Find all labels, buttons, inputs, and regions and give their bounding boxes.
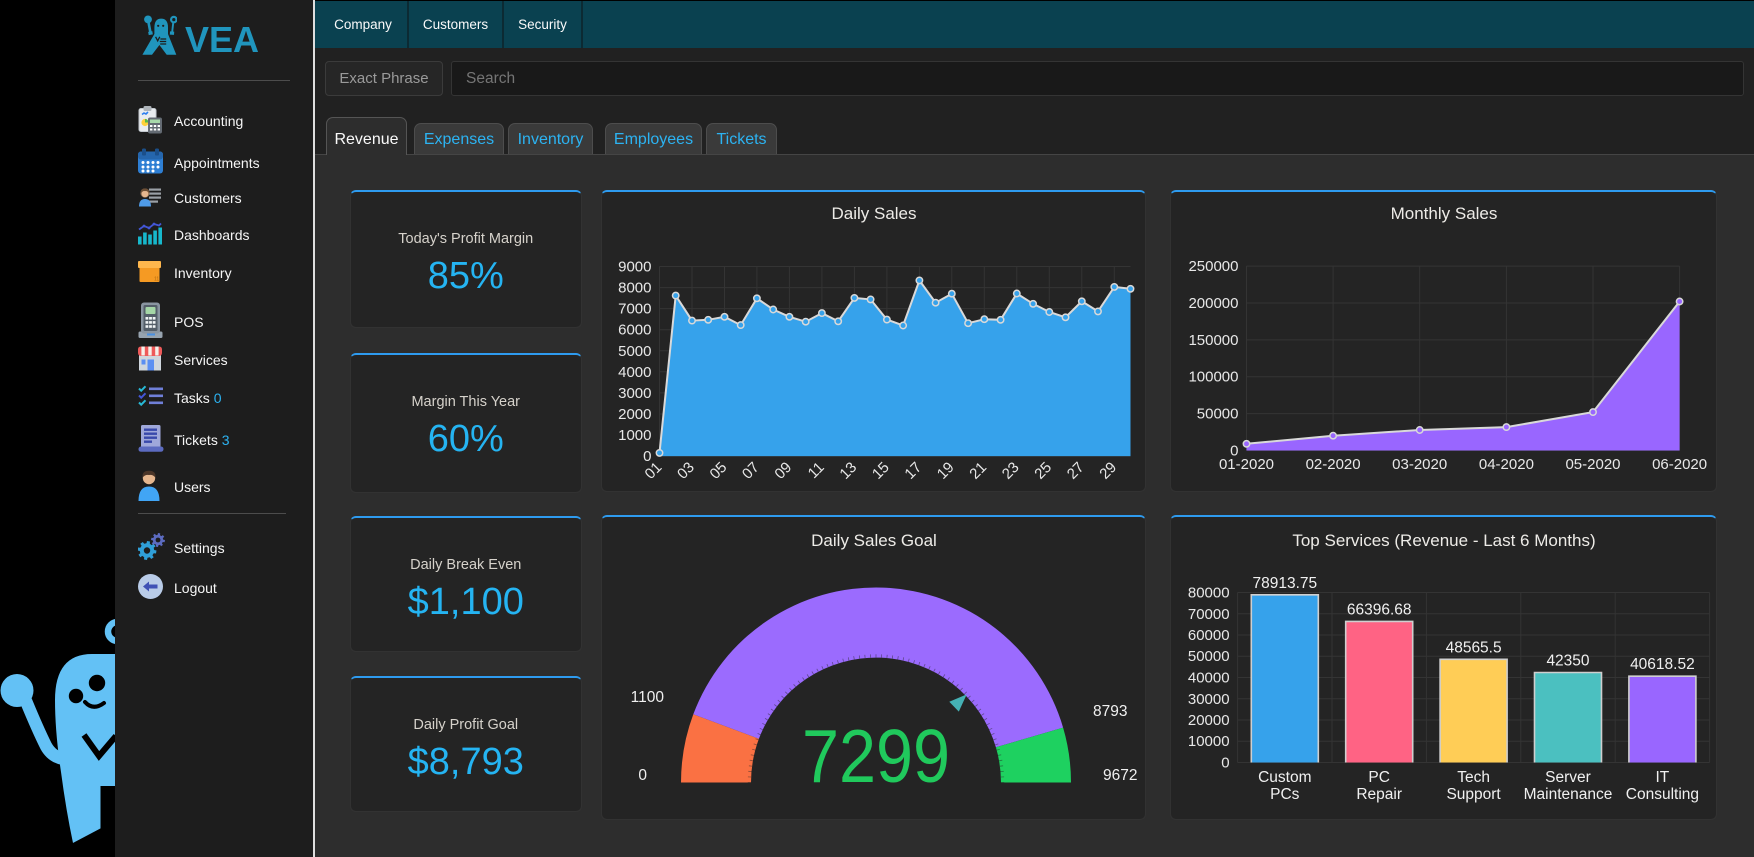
svg-text:Daily Sales Goal: Daily Sales Goal (811, 531, 937, 550)
svg-text:23: 23 (999, 459, 1023, 483)
svg-text:50000: 50000 (1197, 406, 1239, 423)
svg-text:Server: Server (1545, 769, 1591, 786)
svg-text:60000: 60000 (1188, 627, 1230, 644)
svg-text:13: 13 (836, 459, 860, 483)
svg-text:15: 15 (869, 459, 893, 483)
svg-text:50000: 50000 (1188, 648, 1230, 665)
svg-text:05-2020: 05-2020 (1565, 456, 1620, 473)
svg-text:05: 05 (707, 459, 731, 483)
svg-text:Top Services (Revenue - Last 6: Top Services (Revenue - Last 6 Months) (1292, 531, 1595, 550)
svg-text:03-2020: 03-2020 (1392, 456, 1447, 473)
svg-text:PCs: PCs (1270, 786, 1300, 803)
svg-text:1000: 1000 (618, 427, 651, 444)
svg-text:Daily Sales: Daily Sales (831, 204, 916, 223)
svg-text:Support: Support (1446, 786, 1501, 803)
svg-text:Consulting: Consulting (1626, 786, 1699, 803)
svg-text:30000: 30000 (1188, 691, 1230, 708)
svg-text:48565.5: 48565.5 (1446, 639, 1502, 656)
svg-text:9672: 9672 (1103, 767, 1137, 784)
svg-text:04-2020: 04-2020 (1479, 456, 1534, 473)
svg-text:0: 0 (1221, 755, 1229, 772)
svg-text:66396.68: 66396.68 (1347, 601, 1412, 618)
svg-text:7000: 7000 (618, 301, 651, 318)
svg-text:42350: 42350 (1546, 653, 1589, 670)
svg-text:100000: 100000 (1188, 369, 1238, 386)
svg-text:40000: 40000 (1188, 670, 1230, 687)
svg-text:27: 27 (1064, 459, 1088, 483)
svg-text:150000: 150000 (1188, 332, 1238, 349)
svg-text:Maintenance: Maintenance (1524, 786, 1613, 803)
svg-text:25: 25 (1031, 459, 1055, 483)
svg-text:0: 0 (643, 448, 651, 465)
svg-text:20000: 20000 (1188, 712, 1230, 729)
svg-text:40618.52: 40618.52 (1630, 656, 1695, 673)
svg-text:10000: 10000 (1188, 733, 1230, 750)
svg-text:8000: 8000 (618, 280, 651, 297)
svg-text:11: 11 (154, 277, 159, 283)
svg-text:70000: 70000 (1188, 606, 1230, 623)
svg-text:PC: PC (1368, 769, 1390, 786)
svg-text:80000: 80000 (1188, 585, 1230, 602)
svg-text:07: 07 (739, 459, 763, 483)
svg-text:0: 0 (638, 767, 647, 784)
svg-text:Repair: Repair (1356, 786, 1402, 803)
svg-text:7299: 7299 (802, 714, 950, 798)
svg-text:2000: 2000 (618, 406, 651, 423)
svg-text:9000: 9000 (618, 259, 651, 276)
svg-text:3000: 3000 (618, 385, 651, 402)
svg-text:5000: 5000 (618, 343, 651, 360)
svg-text:02-2020: 02-2020 (1306, 456, 1361, 473)
svg-text:Custom: Custom (1258, 769, 1311, 786)
svg-text:6000: 6000 (618, 322, 651, 339)
svg-text:03: 03 (674, 459, 698, 483)
svg-text:250000: 250000 (1188, 258, 1238, 275)
svg-text:IT: IT (1656, 769, 1670, 786)
svg-text:4000: 4000 (618, 364, 651, 381)
svg-text:1100: 1100 (631, 689, 665, 706)
svg-text:29: 29 (1096, 459, 1120, 483)
svg-text:0: 0 (1230, 443, 1238, 460)
svg-text:19: 19 (934, 459, 958, 483)
svg-text:8793: 8793 (1093, 703, 1127, 720)
svg-text:Tech: Tech (1457, 769, 1490, 786)
svg-text:200000: 200000 (1188, 295, 1238, 312)
svg-text:06-2020: 06-2020 (1652, 456, 1707, 473)
svg-text:21: 21 (966, 459, 990, 483)
svg-text:11: 11 (805, 459, 828, 482)
svg-text:Monthly Sales: Monthly Sales (1391, 204, 1498, 223)
svg-text:17: 17 (901, 459, 925, 483)
svg-text:09: 09 (771, 459, 795, 483)
svg-text:78913.75: 78913.75 (1252, 575, 1317, 592)
svg-text:01-2020: 01-2020 (1219, 456, 1274, 473)
